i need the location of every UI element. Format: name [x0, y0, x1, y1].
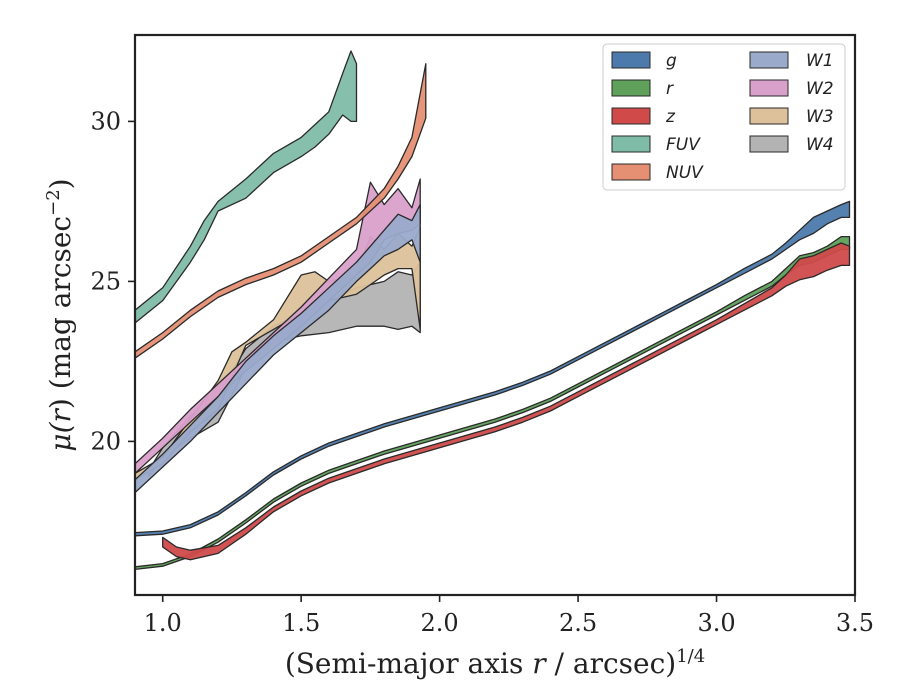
legend-items: grz FUV NUV W1 W2 W3 W4: [611, 51, 834, 183]
y-tick-label: 20: [90, 427, 121, 455]
legend-label-nuv: NUV: [666, 163, 704, 183]
legend-label-w4: W4: [806, 135, 834, 155]
series-band-w1: [135, 203, 421, 494]
legend-swatch-r: [611, 79, 651, 97]
legend-swatch-g: [611, 51, 651, 69]
series-band-z: [162, 242, 851, 561]
legend-label-fuv: FUV: [666, 135, 701, 155]
legend-swatch-w2: [749, 79, 789, 97]
legend-label-r: r: [666, 79, 674, 99]
y-tick-label: 25: [90, 267, 121, 295]
legend-swatch-w4: [749, 135, 789, 153]
series-band-w4: [148, 261, 421, 478]
x-tick-label: 2.0: [421, 609, 459, 637]
legend-swatch-fuv: [611, 135, 651, 153]
x-tick-label: 3.5: [836, 609, 874, 637]
y-axis-ticks: 20 25 30: [90, 107, 135, 455]
legend-swatch-w1: [749, 51, 789, 69]
legend-label-w3: W3: [806, 107, 834, 127]
legend-label-w1: W1: [806, 51, 834, 71]
x-tick-label: 3.0: [697, 609, 735, 637]
legend-label-z: z: [665, 107, 676, 127]
x-tick-label: 1.5: [282, 609, 320, 637]
legend-label-g: g: [666, 51, 677, 71]
legend-swatch-z: [611, 107, 651, 125]
plot-frame: [133, 33, 857, 597]
x-tick-label: 1.0: [144, 609, 182, 637]
series-band-g: [135, 200, 851, 537]
y-tick-label: 30: [90, 107, 121, 135]
legend-label-w2: W2: [806, 79, 834, 99]
legend-swatch-nuv: [611, 163, 651, 181]
x-tick-label: 2.5: [559, 609, 597, 637]
series-layer: [135, 50, 851, 571]
x-axis-label: (Semi-major axis r / arcsec)1/4: [285, 646, 705, 680]
series-band-nuv: [135, 63, 427, 359]
series-band-fuv: [135, 50, 358, 324]
series-band-r: [135, 235, 851, 571]
y-axis-label: μ(r) (mag arcsec−2): [43, 178, 77, 451]
legend-swatch-w3: [749, 107, 789, 125]
x-axis-ticks: 1.0 1.5 2.0 2.5 3.0 3.5: [144, 595, 874, 637]
legend: grz FUV NUV W1 W2 W3 W4: [602, 43, 846, 191]
